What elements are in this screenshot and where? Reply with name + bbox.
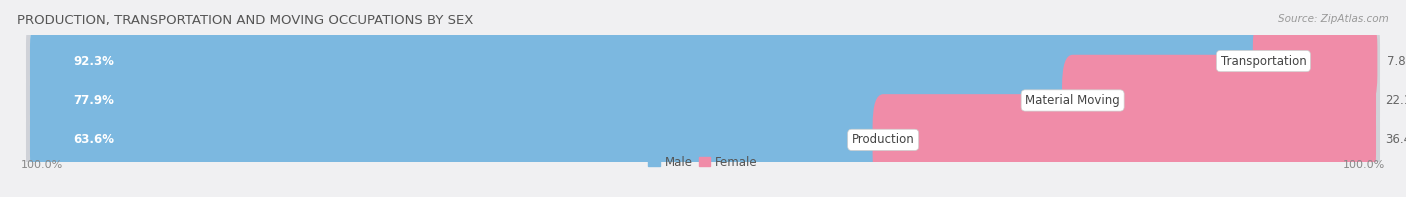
Text: 63.6%: 63.6%: [73, 133, 115, 146]
Text: 92.3%: 92.3%: [73, 55, 114, 68]
FancyBboxPatch shape: [1253, 15, 1378, 107]
FancyBboxPatch shape: [25, 13, 1381, 110]
FancyBboxPatch shape: [873, 94, 1376, 186]
Text: 100.0%: 100.0%: [21, 160, 63, 170]
FancyBboxPatch shape: [30, 93, 1376, 187]
FancyBboxPatch shape: [25, 52, 1381, 149]
FancyBboxPatch shape: [30, 94, 894, 186]
Legend: Male, Female: Male, Female: [644, 151, 762, 173]
FancyBboxPatch shape: [30, 55, 1083, 146]
Text: 7.8%: 7.8%: [1386, 55, 1406, 68]
FancyBboxPatch shape: [25, 91, 1381, 188]
FancyBboxPatch shape: [30, 53, 1376, 148]
Text: 36.4%: 36.4%: [1385, 133, 1406, 146]
Text: Material Moving: Material Moving: [1025, 94, 1121, 107]
FancyBboxPatch shape: [1062, 55, 1376, 146]
Text: 22.1%: 22.1%: [1385, 94, 1406, 107]
Text: 77.9%: 77.9%: [73, 94, 114, 107]
Text: Source: ZipAtlas.com: Source: ZipAtlas.com: [1278, 14, 1389, 24]
Text: PRODUCTION, TRANSPORTATION AND MOVING OCCUPATIONS BY SEX: PRODUCTION, TRANSPORTATION AND MOVING OC…: [17, 14, 474, 27]
FancyBboxPatch shape: [30, 15, 1274, 107]
Text: 100.0%: 100.0%: [1343, 160, 1385, 170]
FancyBboxPatch shape: [30, 14, 1376, 108]
Text: Transportation: Transportation: [1220, 55, 1306, 68]
Text: Production: Production: [852, 133, 914, 146]
